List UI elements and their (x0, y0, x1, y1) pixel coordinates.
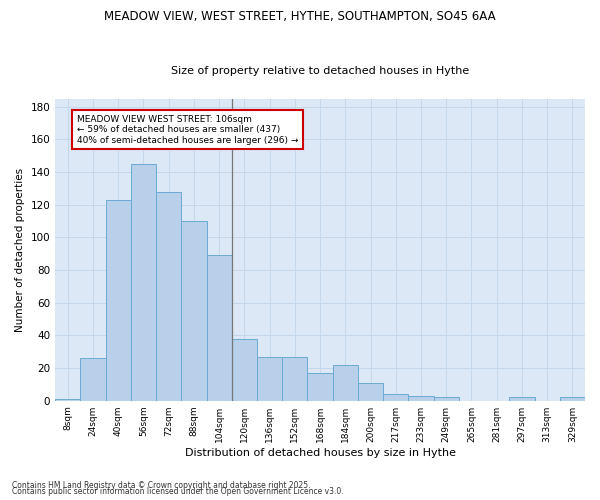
Bar (55, 399, 80, 400)
Bar (332, 365, 358, 400)
Bar (232, 338, 257, 400)
Bar (509, 398, 535, 400)
Bar (131, 164, 156, 400)
X-axis label: Distribution of detached houses by size in Hythe: Distribution of detached houses by size … (185, 448, 455, 458)
Text: Contains HM Land Registry data © Crown copyright and database right 2025.: Contains HM Land Registry data © Crown c… (12, 481, 311, 490)
Bar (106, 200, 131, 400)
Bar (307, 373, 332, 400)
Bar (80, 358, 106, 401)
Bar (434, 398, 459, 400)
Bar (358, 382, 383, 400)
Bar (181, 221, 206, 400)
Title: Size of property relative to detached houses in Hythe: Size of property relative to detached ho… (171, 66, 469, 76)
Bar (206, 256, 232, 400)
Bar (409, 396, 434, 400)
Bar (560, 398, 585, 400)
Bar (383, 394, 409, 400)
Bar (156, 192, 181, 400)
Bar (257, 356, 282, 401)
Text: MEADOW VIEW, WEST STREET, HYTHE, SOUTHAMPTON, SO45 6AA: MEADOW VIEW, WEST STREET, HYTHE, SOUTHAM… (104, 10, 496, 23)
Y-axis label: Number of detached properties: Number of detached properties (15, 168, 25, 332)
Text: MEADOW VIEW WEST STREET: 106sqm
← 59% of detached houses are smaller (437)
40% o: MEADOW VIEW WEST STREET: 106sqm ← 59% of… (77, 115, 298, 144)
Bar (282, 356, 307, 401)
Text: Contains public sector information licensed under the Open Government Licence v3: Contains public sector information licen… (12, 487, 344, 496)
